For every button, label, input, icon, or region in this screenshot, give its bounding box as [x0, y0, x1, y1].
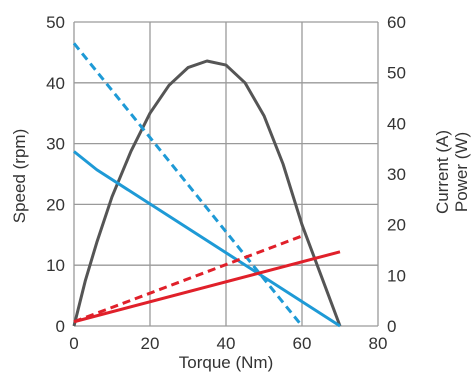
y-left-tick-label-5: 50	[46, 13, 65, 32]
y-right-tick-label-1: 10	[387, 266, 406, 285]
series-line-1	[73, 150, 341, 328]
y-right-tick-label-0: 0	[387, 317, 396, 336]
x-tick-label-0: 0	[69, 334, 78, 353]
x-tick-label-4: 80	[369, 334, 388, 353]
y-left-tick-label-1: 10	[46, 256, 65, 275]
y-right-tick-label-2: 20	[387, 216, 406, 235]
y-right-tick-label-6: 60	[387, 13, 406, 32]
x-axis-title: Torque (Nm)	[179, 353, 273, 372]
y-right-tick-label-5: 50	[387, 64, 406, 83]
y-right-tick-label-4: 40	[387, 114, 406, 133]
y-left-tick-label-4: 40	[46, 74, 65, 93]
right-y-axis-title-current: Current (A)	[433, 130, 452, 214]
series-line-4	[73, 234, 303, 324]
y-left-tick-label-3: 30	[46, 135, 65, 154]
y-left-tick-label-0: 0	[56, 317, 65, 336]
y-left-tick-label-2: 20	[46, 195, 65, 214]
series-line-2	[72, 42, 304, 327]
series-group	[72, 42, 342, 328]
x-tick-label-3: 60	[293, 334, 312, 353]
y-right-tick-label-3: 30	[387, 165, 406, 184]
series-line-3	[73, 250, 341, 324]
grid	[73, 21, 379, 327]
right-y-axis-title-power: Power (W)	[452, 132, 471, 212]
x-tick-label-1: 20	[141, 334, 160, 353]
series-line-0	[72, 59, 342, 327]
x-tick-label-2: 40	[217, 334, 236, 353]
left-y-axis-title: Speed (rpm)	[10, 129, 29, 223]
